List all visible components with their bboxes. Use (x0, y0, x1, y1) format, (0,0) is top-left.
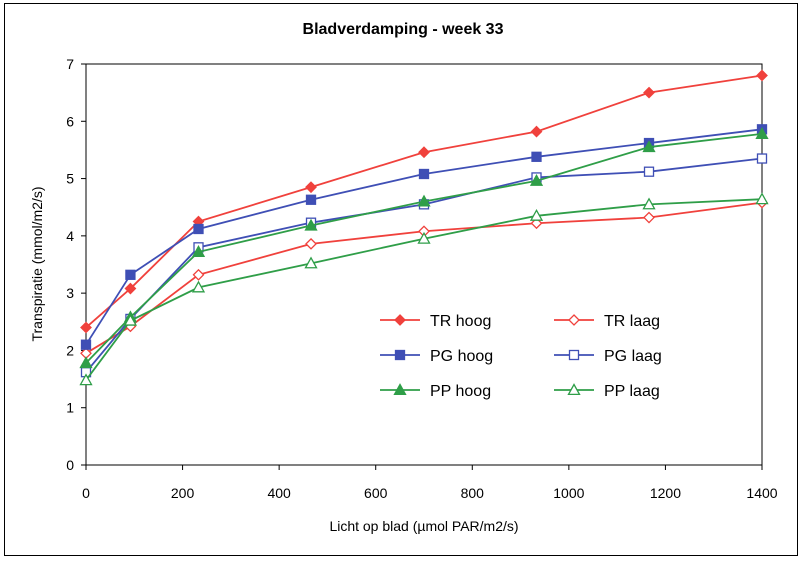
data-point-pp-laag (642, 197, 656, 210)
data-point-pg-hoog (305, 194, 317, 205)
data-point-pp-hoog (191, 245, 206, 257)
data-point-pp-laag (417, 231, 431, 244)
series-line-pp-hoog (85, 132, 763, 364)
series-line-tr-laag (85, 201, 763, 355)
x-tick-label: 1200 (650, 485, 681, 501)
x-tick-label: 1000 (553, 485, 584, 501)
data-point-pg-hoog (80, 339, 92, 350)
data-point-pp-hoog (642, 140, 656, 153)
data-point-pp-hoog (79, 356, 93, 369)
data-point-pp-laag (755, 192, 769, 205)
data-point-pp-hoog (755, 127, 769, 139)
legend-marker-pp-laag (567, 383, 581, 396)
data-point-tr-hoog (305, 181, 317, 194)
data-point-pp-laag (191, 280, 206, 293)
data-point-tr-laag (643, 211, 655, 224)
y-tick-label: 5 (66, 171, 74, 187)
legend-label-pg-laag: PG laag (604, 348, 662, 365)
data-point-tr-hoog (643, 86, 655, 99)
legend-marker-pp-hoog (393, 383, 407, 396)
plot-area (85, 63, 763, 466)
x-axis-label: Licht op blad (µmol PAR/m2/s) (329, 518, 518, 534)
series-line-tr-hoog (85, 74, 763, 329)
y-tick-label: 4 (66, 228, 74, 244)
data-point-tr-hoog (530, 125, 543, 138)
data-point-pp-laag (529, 208, 544, 221)
data-point-pg-hoog (125, 269, 136, 280)
legend-label-pg-hoog: PG hoog (430, 348, 493, 365)
data-point-tr-hoog (80, 321, 92, 334)
y-tick-label: 3 (66, 285, 74, 301)
data-point-pp-laag (79, 373, 93, 386)
data-point-pp-laag (123, 313, 138, 326)
y-tick-label: 2 (66, 342, 74, 358)
data-point-tr-laag (192, 268, 205, 281)
series-line-pp-laag (85, 198, 763, 381)
legend-label-pp-laag: PP laag (604, 383, 660, 400)
data-point-tr-hoog (124, 282, 137, 295)
y-tick-label: 0 (66, 457, 74, 473)
chart-frame (4, 3, 798, 556)
x-tick-label: 1400 (746, 485, 777, 501)
data-point-pg-hoog (193, 223, 204, 235)
x-tick-label: 0 (82, 485, 90, 501)
data-point-pg-laag (643, 166, 655, 177)
series-line-pg-hoog (85, 128, 763, 346)
data-point-pp-hoog (417, 194, 431, 207)
y-tick-label: 1 (66, 400, 74, 416)
data-point-pg-hoog (418, 168, 430, 180)
legend-marker-tr-laag (568, 314, 580, 326)
x-tick-label: 600 (364, 485, 388, 501)
data-point-pp-hoog (304, 218, 318, 231)
x-tick-label: 200 (171, 485, 195, 501)
series-line-pg-laag (85, 157, 763, 373)
x-tick-label: 800 (461, 485, 485, 501)
x-tick-label: 400 (267, 485, 291, 501)
data-point-tr-laag (305, 237, 317, 250)
data-point-tr-hoog (418, 146, 430, 159)
data-point-pp-hoog (529, 174, 544, 186)
legend-marker-pg-laag (568, 349, 580, 361)
legend-label-pp-hoog: PP hoog (430, 383, 491, 400)
y-tick-label: 6 (66, 113, 74, 129)
y-tick-label: 7 (66, 56, 74, 72)
legend-marker-tr-hoog (394, 314, 406, 326)
data-point-pg-laag (756, 153, 768, 164)
legend-label-tr-hoog: TR hoog (430, 313, 491, 330)
data-point-tr-hoog (756, 69, 768, 82)
chart-title: Bladverdamping - week 33 (303, 21, 504, 38)
legend-label-tr-laag: TR laag (604, 313, 660, 330)
y-axis-label: Transpiratie (mmol/m2/s) (29, 186, 45, 341)
legend-marker-pg-hoog (394, 349, 406, 361)
data-point-pp-laag (304, 256, 318, 269)
data-point-pg-hoog (531, 151, 542, 162)
